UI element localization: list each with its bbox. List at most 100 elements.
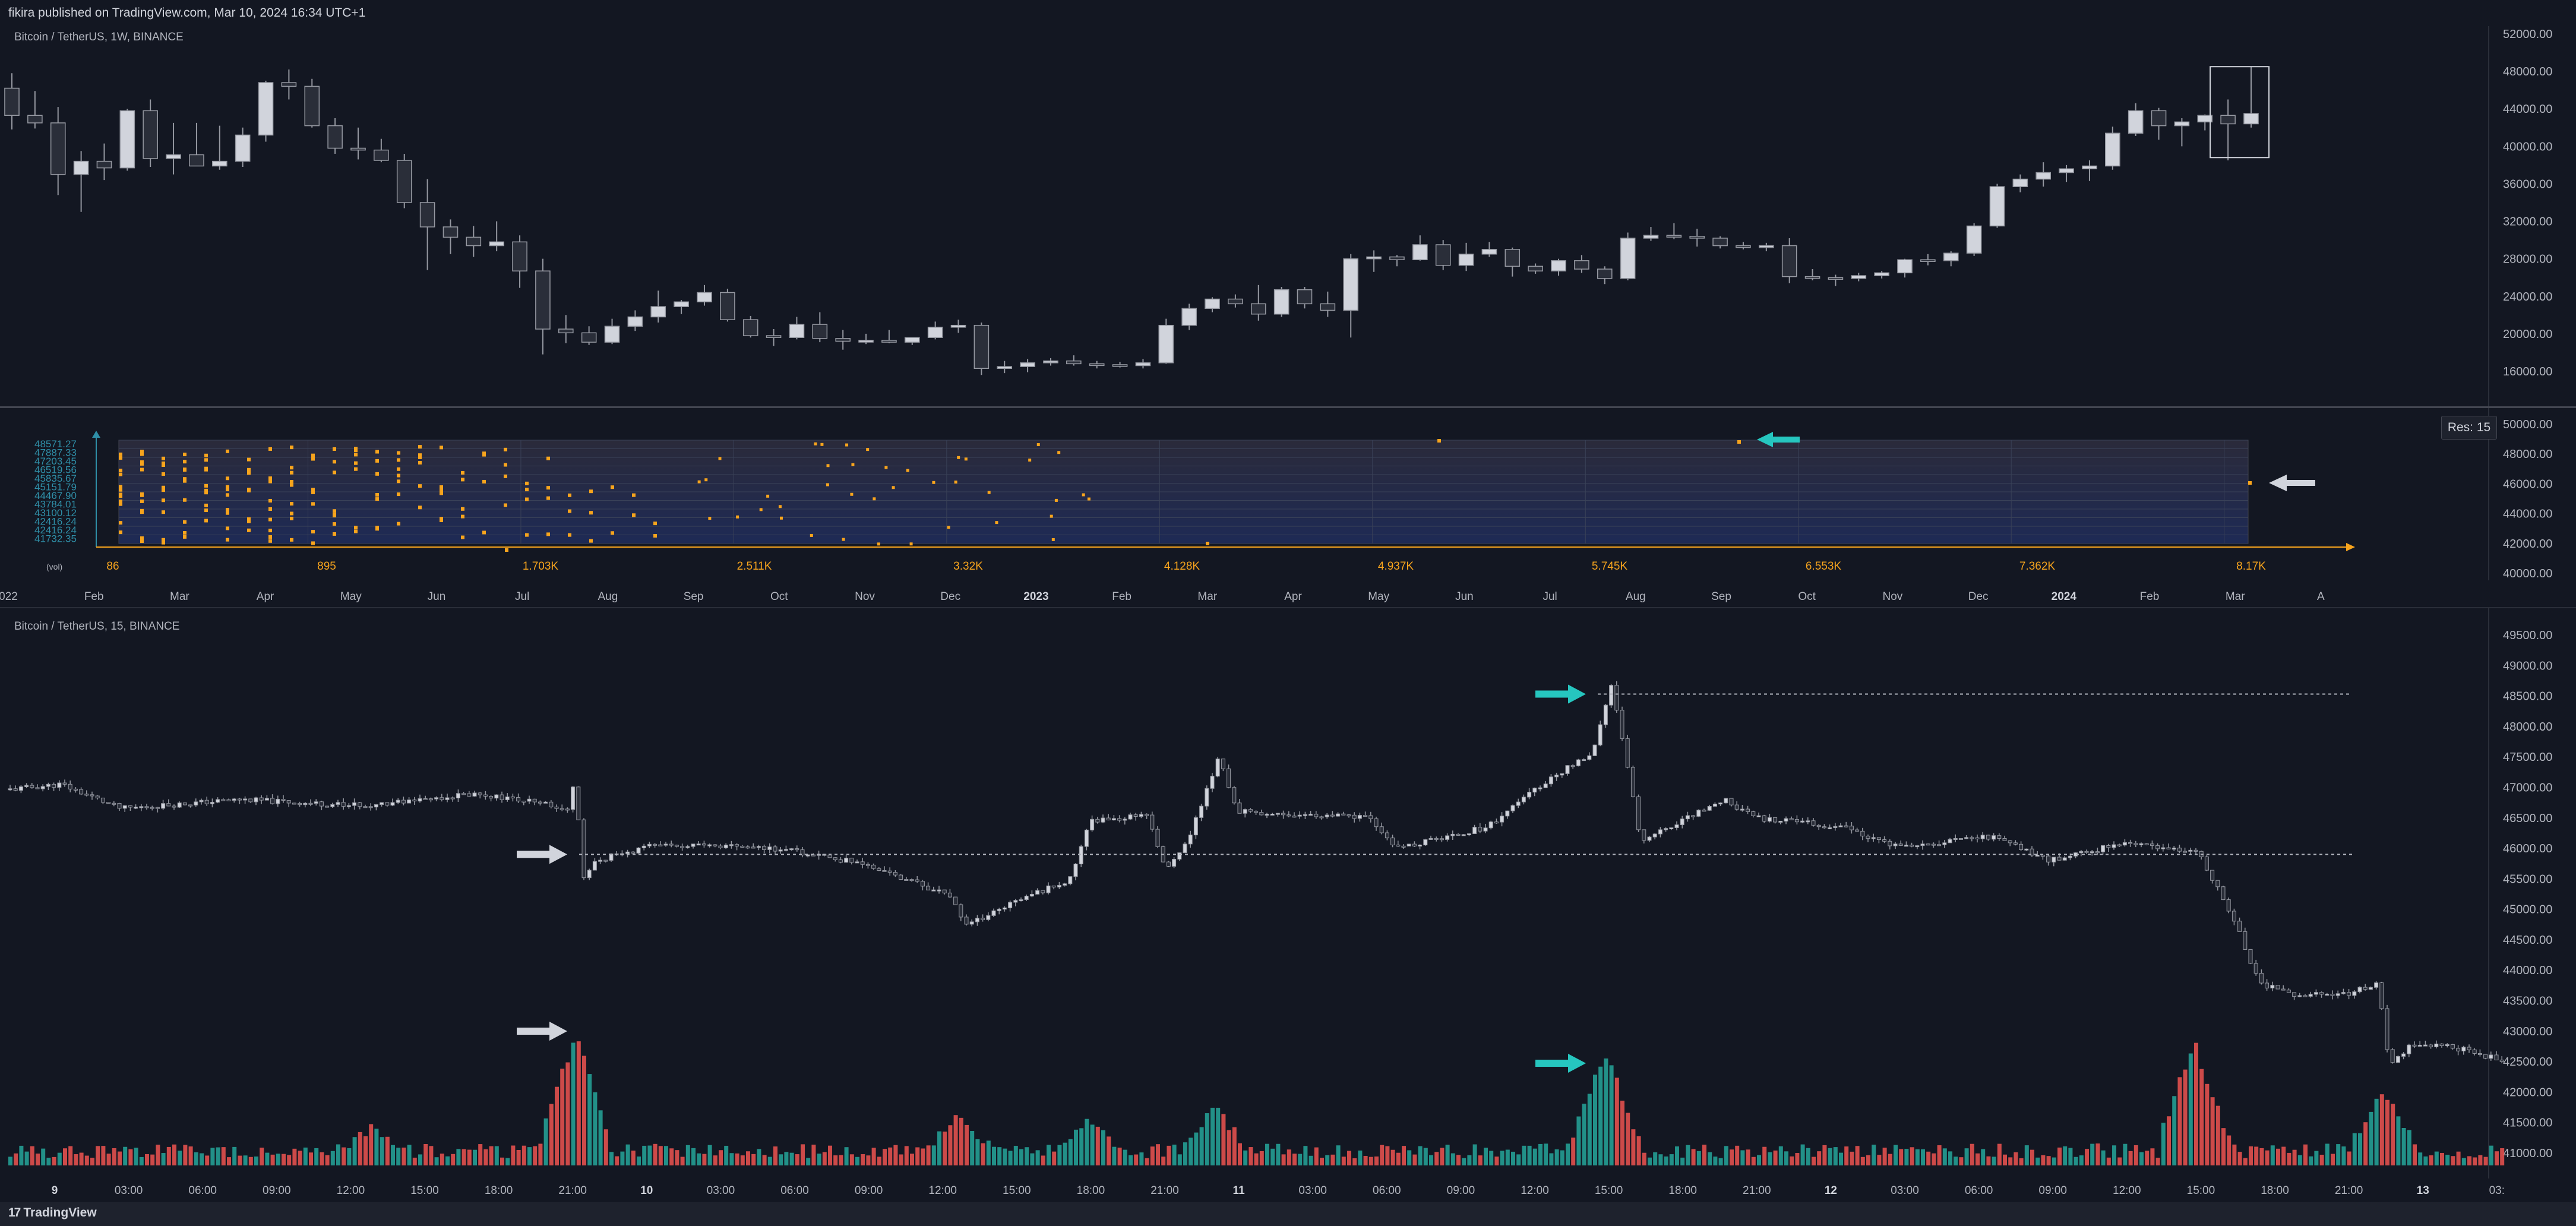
intraday-chart-pane[interactable]: Bitcoin / TetherUS, 15, BINANCE 49500.00… <box>0 608 2576 1178</box>
candle-body <box>2024 848 2029 851</box>
volume-bar <box>314 1148 319 1165</box>
candle-body <box>1953 838 1958 840</box>
volume-profile-pane[interactable]: 50000.00 48000.00 46000.00 44000.00 42000.00… <box>0 408 2576 580</box>
white-arrow-icon <box>2269 475 2315 491</box>
candle-body <box>838 859 843 863</box>
candle-body <box>1139 814 1143 817</box>
profile-dot <box>119 494 122 498</box>
weekly-time-axis[interactable]: 022 Feb Mar Apr May Jun Jul Aug Sep Oct Nov Dec 2023… <box>0 585 2576 606</box>
volume-bar <box>1145 1158 1149 1165</box>
profile-dot <box>140 499 144 503</box>
candle-body <box>1729 798 1734 805</box>
volume-bar <box>2210 1097 2215 1165</box>
profile-dot <box>354 461 358 465</box>
volume-bar <box>2461 1158 2466 1165</box>
candle-body <box>1828 277 1844 280</box>
candle-body <box>1079 846 1083 865</box>
resolution-label[interactable]: Res: 15 <box>2441 416 2497 440</box>
volume-bar <box>1216 1107 1221 1165</box>
volume-bar <box>2150 1148 2155 1165</box>
candle-body <box>2210 870 2215 881</box>
volume-bar <box>2046 1156 2051 1165</box>
price-axis-label: 44000.00 <box>2503 964 2552 977</box>
profile-dot <box>568 533 571 537</box>
volume-bar <box>2237 1152 2242 1165</box>
volume-bar <box>2172 1096 2177 1165</box>
candle-body <box>1828 827 1832 829</box>
volume-bar <box>943 1132 947 1165</box>
volume-bar <box>2188 1053 2193 1165</box>
time-axis-label: 2024 <box>2052 590 2077 603</box>
candle-body <box>658 844 663 846</box>
candle-body <box>2095 851 2100 854</box>
weekly-chart-pane[interactable]: Bitcoin / TetherUS, 1W, BINANCE 52000.00… <box>0 26 2576 406</box>
volume-bar <box>1587 1094 1592 1165</box>
volume-bar <box>724 1145 729 1165</box>
volume-bar <box>1538 1143 1543 1165</box>
volume-bar <box>2407 1130 2411 1165</box>
candle-body <box>1101 817 1105 823</box>
candle-body <box>188 804 193 807</box>
candle-body <box>2379 982 2384 1009</box>
volume-bar <box>1626 1113 1630 1165</box>
volume-bar <box>789 1152 794 1165</box>
candle-body <box>281 798 286 801</box>
candle-body <box>1428 838 1433 840</box>
pane-separator-2[interactable] <box>0 607 2576 608</box>
candle-body <box>915 879 919 882</box>
candle-body <box>1215 759 1220 777</box>
candle-body <box>396 160 412 203</box>
candle-body <box>997 909 1001 911</box>
candle-body <box>1084 829 1089 847</box>
candle-body <box>2313 992 2318 995</box>
price-axis-label: 48000.00 <box>2503 448 2552 461</box>
volume-bar <box>500 1157 504 1165</box>
volume-bar <box>784 1152 789 1165</box>
profile-dot <box>290 502 293 506</box>
volume-bar <box>2167 1116 2171 1165</box>
profile-dot <box>311 541 315 545</box>
candle-body <box>1910 845 1914 847</box>
volume-bar <box>2079 1155 2084 1165</box>
volume-bar <box>1844 1146 1849 1165</box>
candle-body <box>1882 839 1887 842</box>
candle-body <box>52 783 56 788</box>
volume-bar <box>1653 1152 1658 1165</box>
pane-separator[interactable] <box>0 406 2576 408</box>
volume-bar <box>625 1144 630 1165</box>
candle-body <box>1543 783 1548 788</box>
volume-bar <box>1325 1155 1330 1165</box>
volume-bar <box>1942 1148 1947 1165</box>
candle-body <box>1724 798 1728 804</box>
candle-body <box>144 806 149 808</box>
volume-bar <box>1063 1142 1067 1165</box>
candle-body <box>1177 852 1182 860</box>
price-axis-label: 48500.00 <box>2503 690 2552 703</box>
tradingview-logo[interactable]: 17 TradingView <box>8 1206 97 1220</box>
volume-bar <box>1221 1114 1226 1165</box>
volume-bar <box>538 1143 543 1165</box>
volume-profile-chart[interactable]: 50000.00 48000.00 46000.00 44000.00 42000.00… <box>0 408 2576 580</box>
candle-body <box>2150 843 2154 846</box>
candle-body <box>1696 810 1701 817</box>
volume-bar <box>364 1136 368 1165</box>
volume-tick-label: 895 <box>317 560 336 573</box>
volume-bar <box>1566 1143 1570 1165</box>
volume-bar <box>1276 1143 1281 1165</box>
candle-body <box>466 236 482 247</box>
volume-bar <box>1030 1153 1035 1165</box>
intraday-candles-chart[interactable]: 49500.00 49000.00 48500.00 48000.00 47500.00… <box>0 608 2576 1178</box>
intraday-time-axis[interactable]: 9 03:00 06:00 09:00 12:00 15:00 18:00 21:00 10 03… <box>0 1178 2576 1202</box>
volume-bar <box>1882 1148 1887 1165</box>
time-axis-label: Jun <box>1455 590 1474 603</box>
volume-bar <box>1932 1153 1936 1165</box>
volume-bar <box>1079 1128 1084 1165</box>
candle-body <box>1066 360 1082 365</box>
profile-dot <box>226 476 229 481</box>
candle-body <box>27 115 43 124</box>
weekly-candles-chart[interactable]: 52000.00 48000.00 44000.00 40000.00 36000.00… <box>0 26 2576 406</box>
candle-body <box>1666 235 1682 238</box>
candle-body <box>374 804 378 808</box>
profile-price-label: 42416.24 <box>34 516 77 527</box>
volume-bar <box>243 1155 248 1165</box>
